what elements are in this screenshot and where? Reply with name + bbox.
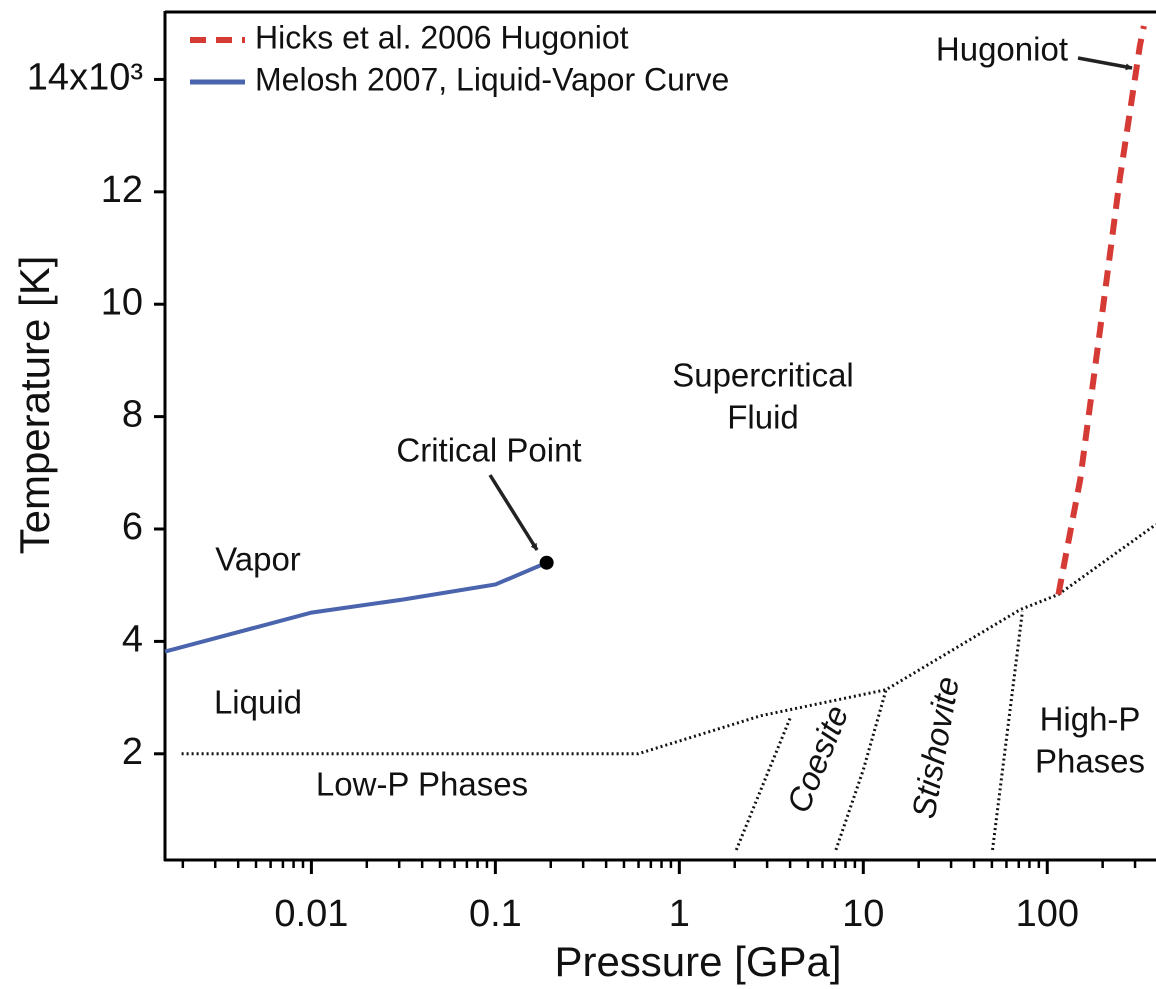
critical-point xyxy=(539,555,554,570)
critical-point-label: Critical Point xyxy=(396,432,581,469)
x-tick-label: 0.01 xyxy=(274,893,348,935)
hugoniot-arrow xyxy=(1077,56,1133,71)
region-label: Stishovite xyxy=(905,674,966,821)
y-tick-label: 6 xyxy=(122,506,143,548)
phase-boundary xyxy=(734,715,793,851)
region-label: Supercritical xyxy=(672,357,854,394)
y-tick-label: 12 xyxy=(101,169,143,211)
series-line xyxy=(1055,25,1147,596)
region-label: High-P xyxy=(1040,701,1141,738)
x-axis-title: Pressure [GPa] xyxy=(554,938,841,985)
x-tick-label: 10 xyxy=(842,893,884,935)
legend-label: Melosh 2007, Liquid-Vapor Curve xyxy=(255,61,729,97)
phase-boundary xyxy=(991,611,1024,851)
region-label: Low-P Phases xyxy=(316,766,528,803)
y-axis-title: Temperature [K] xyxy=(11,256,58,555)
y-tick-label: 4 xyxy=(122,618,143,660)
critical-point-arrow xyxy=(488,474,539,551)
x-tick-label: 100 xyxy=(1016,893,1079,935)
y-tick-label: 8 xyxy=(122,394,143,436)
series-line xyxy=(164,560,548,654)
x-tick-label: 1 xyxy=(669,893,690,935)
legend-label: Hicks et al. 2006 Hugoniot xyxy=(255,19,629,55)
region-label: Fluid xyxy=(727,399,799,436)
y-tick-label: 14x10³ xyxy=(27,56,143,98)
region-label: Phases xyxy=(1035,743,1145,780)
y-tick-label: 10 xyxy=(101,281,143,323)
x-tick-label: 0.1 xyxy=(469,893,522,935)
y-tick-label: 2 xyxy=(122,731,143,773)
region-label: Vapor xyxy=(215,541,301,578)
region-label: Coesite xyxy=(779,700,855,818)
annotation: Hugoniot xyxy=(936,31,1068,68)
region-label: Liquid xyxy=(214,684,302,721)
phase-boundary xyxy=(834,689,888,851)
